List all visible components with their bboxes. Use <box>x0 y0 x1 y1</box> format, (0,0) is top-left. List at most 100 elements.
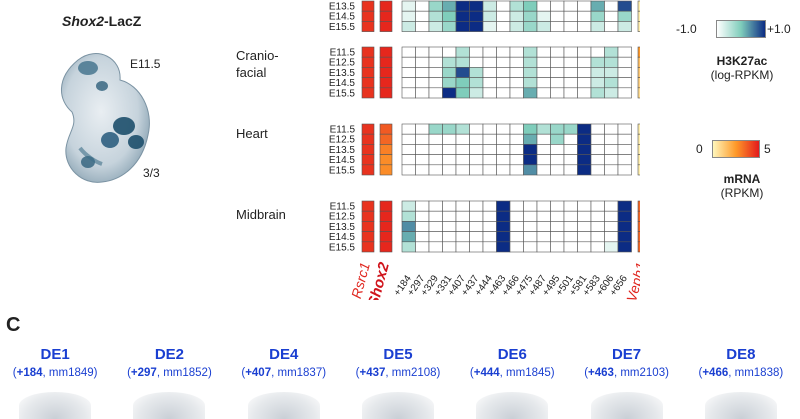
de-title: DE2 <box>154 346 185 363</box>
veph1-mrna-cell <box>637 46 640 58</box>
de-title: DE1 <box>40 346 70 363</box>
h3k27ac-cell <box>604 46 619 58</box>
h3k27ac-cell <box>617 21 632 32</box>
h3k27ac-cell <box>401 21 416 32</box>
h3k27ac-cell <box>590 10 605 22</box>
h3k27ac-cell <box>428 0 443 12</box>
h3k27ac-cell <box>401 164 416 176</box>
h3k27ac-cell <box>590 87 605 99</box>
h3k27ac-cell <box>442 21 457 32</box>
h3k27ac-cell <box>577 46 592 58</box>
stage-label: E15.5 <box>329 88 356 99</box>
shox2-mrna-cell <box>379 221 393 232</box>
h3k27ac-cell <box>415 154 430 166</box>
heatmap: E13.5E14.5E15.5E11.5E12.5E13.5E14.5E15.5… <box>329 0 640 300</box>
de-subtitle: (+463, mm2103) <box>584 367 669 379</box>
h3k27ac-cell <box>455 67 470 78</box>
h3k27ac-cell <box>563 241 578 253</box>
h3k27ac-cell <box>536 144 551 155</box>
h3k27ac-cell <box>428 46 443 58</box>
h3k27ac-cell <box>469 164 484 176</box>
h3k27ac-cell <box>617 123 632 135</box>
h3k27ac-cell <box>509 77 524 89</box>
h3k27ac-cell <box>509 46 524 58</box>
h3k27ac-cell <box>617 133 632 145</box>
h3k27ac-cell <box>401 231 416 243</box>
section-label-midbrain: Midbrain <box>236 207 286 222</box>
h3k27ac-cell <box>469 133 484 145</box>
h3k27ac-cell <box>563 67 578 78</box>
embryo-stage-label: E11.5 <box>130 57 161 71</box>
h3k27ac-cell <box>415 67 430 78</box>
veph1-mrna-cell <box>637 164 640 176</box>
rsrc1-mrna-cell <box>361 67 375 78</box>
shox2-mrna-cell <box>379 10 393 22</box>
h3k27ac-cell <box>523 56 538 68</box>
veph1-mrna-cell <box>637 144 640 155</box>
h3k27ac-cell <box>523 133 538 145</box>
h3k27ac-cell <box>550 56 565 68</box>
h3k27ac-legend-min: -1.0 <box>676 22 697 36</box>
h3k27ac-cell <box>428 154 443 166</box>
h3k27ac-cell <box>509 221 524 232</box>
h3k27ac-cell <box>550 210 565 222</box>
embryo-ratio-label: 3/3 <box>143 166 160 180</box>
h3k27ac-cell <box>509 200 524 212</box>
stage-label: E14.5 <box>329 12 356 23</box>
h3k27ac-cell <box>442 67 457 78</box>
h3k27ac-cell <box>442 10 457 22</box>
veph1-mrna-cell <box>637 200 640 212</box>
h3k27ac-cell <box>496 164 511 176</box>
h3k27ac-cell <box>577 21 592 32</box>
stage-label: E12.5 <box>329 212 356 223</box>
rsrc1-mrna-cell <box>361 46 375 58</box>
veph1-mrna-cell <box>637 210 640 222</box>
h3k27ac-cell <box>523 67 538 78</box>
h3k27ac-cell <box>617 164 632 176</box>
h3k27ac-cell <box>604 21 619 32</box>
h3k27ac-cell <box>442 200 457 212</box>
h3k27ac-cell <box>442 210 457 222</box>
panel-c-label: C <box>6 314 21 336</box>
h3k27ac-cell <box>617 56 632 68</box>
h3k27ac-cell <box>577 154 592 166</box>
h3k27ac-cell <box>415 10 430 22</box>
h3k27ac-cell <box>442 144 457 155</box>
h3k27ac-cell <box>496 87 511 99</box>
h3k27ac-cell <box>577 0 592 12</box>
h3k27ac-cell <box>577 133 592 145</box>
h3k27ac-cell <box>469 154 484 166</box>
h3k27ac-cell <box>401 241 416 253</box>
h3k27ac-cell <box>415 241 430 253</box>
shox2-mrna-cell <box>379 0 393 12</box>
h3k27ac-cell <box>523 154 538 166</box>
h3k27ac-cell <box>482 154 497 166</box>
h3k27ac-cell <box>482 0 497 12</box>
h3k27ac-cell <box>577 56 592 68</box>
h3k27ac-cell <box>455 133 470 145</box>
h3k27ac-cell <box>604 67 619 78</box>
h3k27ac-cell <box>590 231 605 243</box>
h3k27ac-cell <box>523 21 538 32</box>
h3k27ac-cell <box>428 21 443 32</box>
h3k27ac-cell <box>563 0 578 12</box>
h3k27ac-cell <box>401 133 416 145</box>
h3k27ac-cell <box>428 10 443 22</box>
h3k27ac-cell <box>482 210 497 222</box>
h3k27ac-cell <box>604 133 619 145</box>
h3k27ac-cell <box>428 144 443 155</box>
h3k27ac-cell <box>401 67 416 78</box>
h3k27ac-cell <box>617 77 632 89</box>
h3k27ac-cell <box>604 154 619 166</box>
h3k27ac-cell <box>455 46 470 58</box>
h3k27ac-cell <box>536 77 551 89</box>
h3k27ac-cell <box>455 21 470 32</box>
h3k27ac-cell <box>536 10 551 22</box>
h3k27ac-cell <box>536 87 551 99</box>
h3k27ac-cell <box>496 77 511 89</box>
section-label-craniofacial: Cranio- facial <box>236 47 279 81</box>
h3k27ac-cell <box>577 77 592 89</box>
h3k27ac-cell <box>442 133 457 145</box>
h3k27ac-cell <box>428 87 443 99</box>
h3k27ac-cell <box>415 21 430 32</box>
